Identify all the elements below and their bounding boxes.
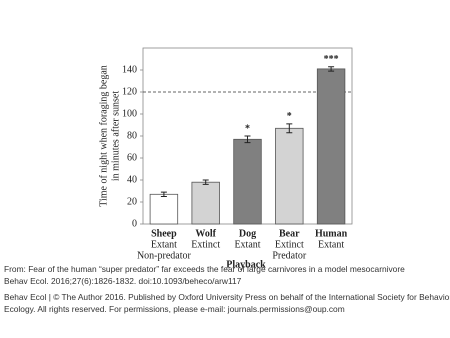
caption-line: From: Fear of the human “super predator”… bbox=[4, 264, 405, 274]
x-sublabel: Extant bbox=[234, 239, 260, 250]
x-tick-label: Dog bbox=[239, 228, 256, 239]
bar bbox=[191, 181, 220, 225]
y-tick-label: 140 bbox=[122, 64, 137, 75]
y-tick-label: 0 bbox=[132, 218, 137, 229]
bar bbox=[149, 193, 179, 225]
group-label: Predator bbox=[272, 250, 307, 261]
caption-line: Ecology. All rights reserved. For permis… bbox=[4, 304, 345, 314]
error-bar bbox=[202, 179, 209, 185]
error-bar bbox=[244, 135, 251, 144]
bar bbox=[233, 138, 262, 225]
x-sublabel: Extinct bbox=[275, 239, 304, 250]
error-bar bbox=[160, 191, 167, 197]
x-axis-label: Playback bbox=[226, 259, 266, 270]
x-tick-label: Bear bbox=[279, 228, 300, 239]
bar bbox=[275, 127, 304, 225]
x-tick-label: Wolf bbox=[195, 228, 216, 239]
group-label: Non-predator bbox=[137, 250, 192, 261]
bar bbox=[316, 68, 346, 225]
x-tick-label: Human bbox=[315, 228, 348, 239]
y-tick-label: 20 bbox=[127, 196, 137, 207]
y-tick-label: 100 bbox=[122, 108, 137, 119]
caption-line: Behav Ecol | © The Author 2016. Publishe… bbox=[4, 292, 450, 302]
error-bar bbox=[286, 123, 293, 134]
y-tick-label: 60 bbox=[127, 152, 137, 163]
x-sublabel: Extinct bbox=[191, 239, 220, 250]
significance-label: *** bbox=[324, 54, 339, 65]
caption-line: Behav Ecol. 2016;27(6):1826-1832. doi:10… bbox=[4, 276, 242, 286]
y-axis-label: in minutes after sunset bbox=[110, 91, 121, 181]
x-sublabel: Extant bbox=[151, 239, 177, 250]
y-tick-label: 80 bbox=[127, 130, 137, 141]
x-tick-label: Sheep bbox=[151, 228, 177, 239]
significance-label: * bbox=[287, 111, 292, 122]
x-sublabel: Extant bbox=[318, 239, 344, 250]
error-bar bbox=[328, 66, 335, 72]
significance-label: * bbox=[245, 123, 250, 134]
y-axis-label: Time of night when foraging began bbox=[98, 65, 109, 207]
y-tick-label: 120 bbox=[122, 86, 137, 97]
y-tick-label: 40 bbox=[127, 174, 137, 185]
